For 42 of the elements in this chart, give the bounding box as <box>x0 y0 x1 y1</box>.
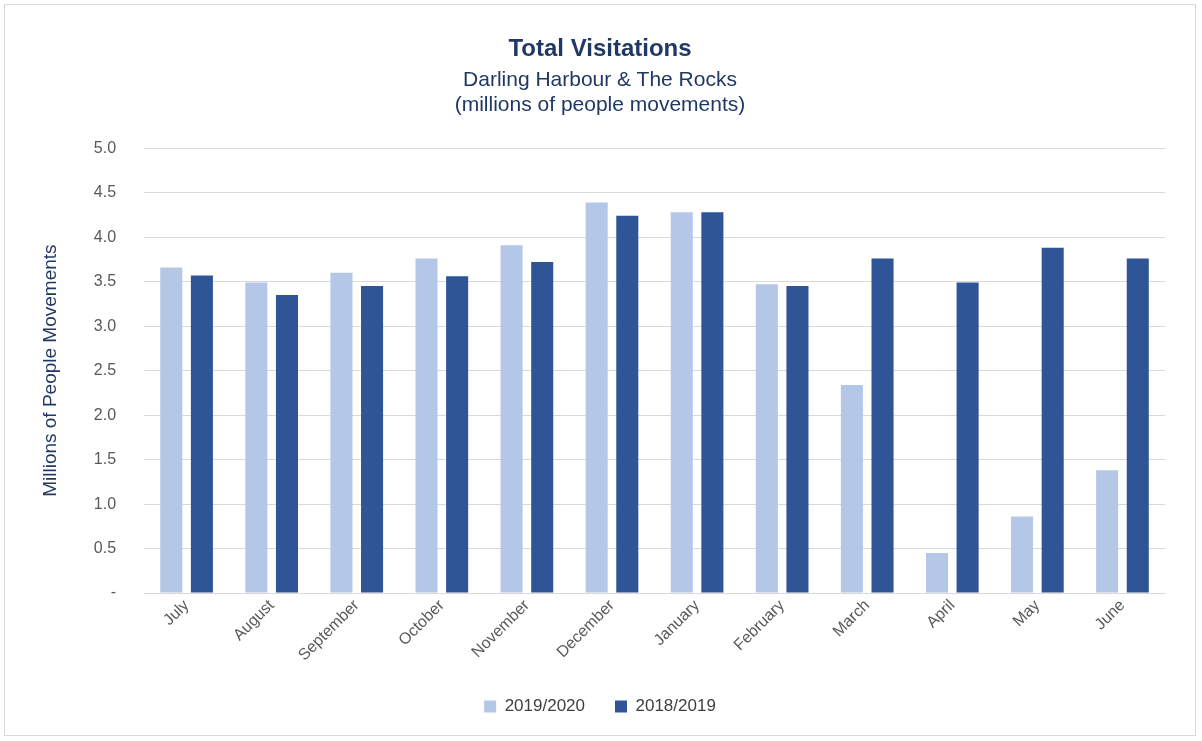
bar <box>1126 258 1149 593</box>
bar <box>245 282 268 593</box>
chart-title: Total Visitations <box>508 34 692 62</box>
bar <box>616 215 639 593</box>
y-axis-title: Millions of People Movements <box>38 244 60 497</box>
bar <box>871 258 894 593</box>
bar <box>531 262 554 593</box>
bar <box>190 275 213 593</box>
y-tick-label: 0.5 <box>93 539 117 556</box>
y-tick-label: 2.5 <box>93 361 117 379</box>
x-tick-label: May <box>1009 596 1043 630</box>
y-tick-label: 3.0 <box>93 316 117 334</box>
bar <box>1011 516 1034 593</box>
legend-label: 2019/2020 <box>504 696 586 716</box>
legend-label: 2018/2019 <box>635 696 716 716</box>
bar <box>415 258 438 593</box>
bar <box>1041 247 1064 593</box>
y-tick-label: 1.5 <box>93 450 117 468</box>
bar <box>755 284 778 593</box>
y-tick-label: 2.0 <box>93 405 117 423</box>
bar <box>670 212 693 593</box>
y-tick-label: 5.0 <box>93 138 117 156</box>
bar <box>585 202 608 593</box>
bar <box>275 295 298 593</box>
bar <box>1096 470 1119 593</box>
bar <box>160 267 183 593</box>
bar <box>446 276 469 593</box>
bar <box>925 553 949 593</box>
y-tick-label: 3.5 <box>93 272 117 290</box>
bar <box>500 245 523 593</box>
bar <box>840 384 863 593</box>
bar <box>361 286 384 593</box>
bar <box>330 272 353 593</box>
chart-subtitle: Darling Harbour & The Rocks (millions of people movements) <box>454 67 746 116</box>
bar <box>701 212 724 593</box>
y-tick-label: 4.5 <box>93 183 117 201</box>
y-tick-label: 4.0 <box>93 227 117 245</box>
bar <box>786 286 809 593</box>
y-tick-label: 1.0 <box>93 494 117 512</box>
x-tick-label: July <box>159 596 192 629</box>
bar <box>956 282 979 593</box>
y-tick-label: - <box>110 583 117 601</box>
